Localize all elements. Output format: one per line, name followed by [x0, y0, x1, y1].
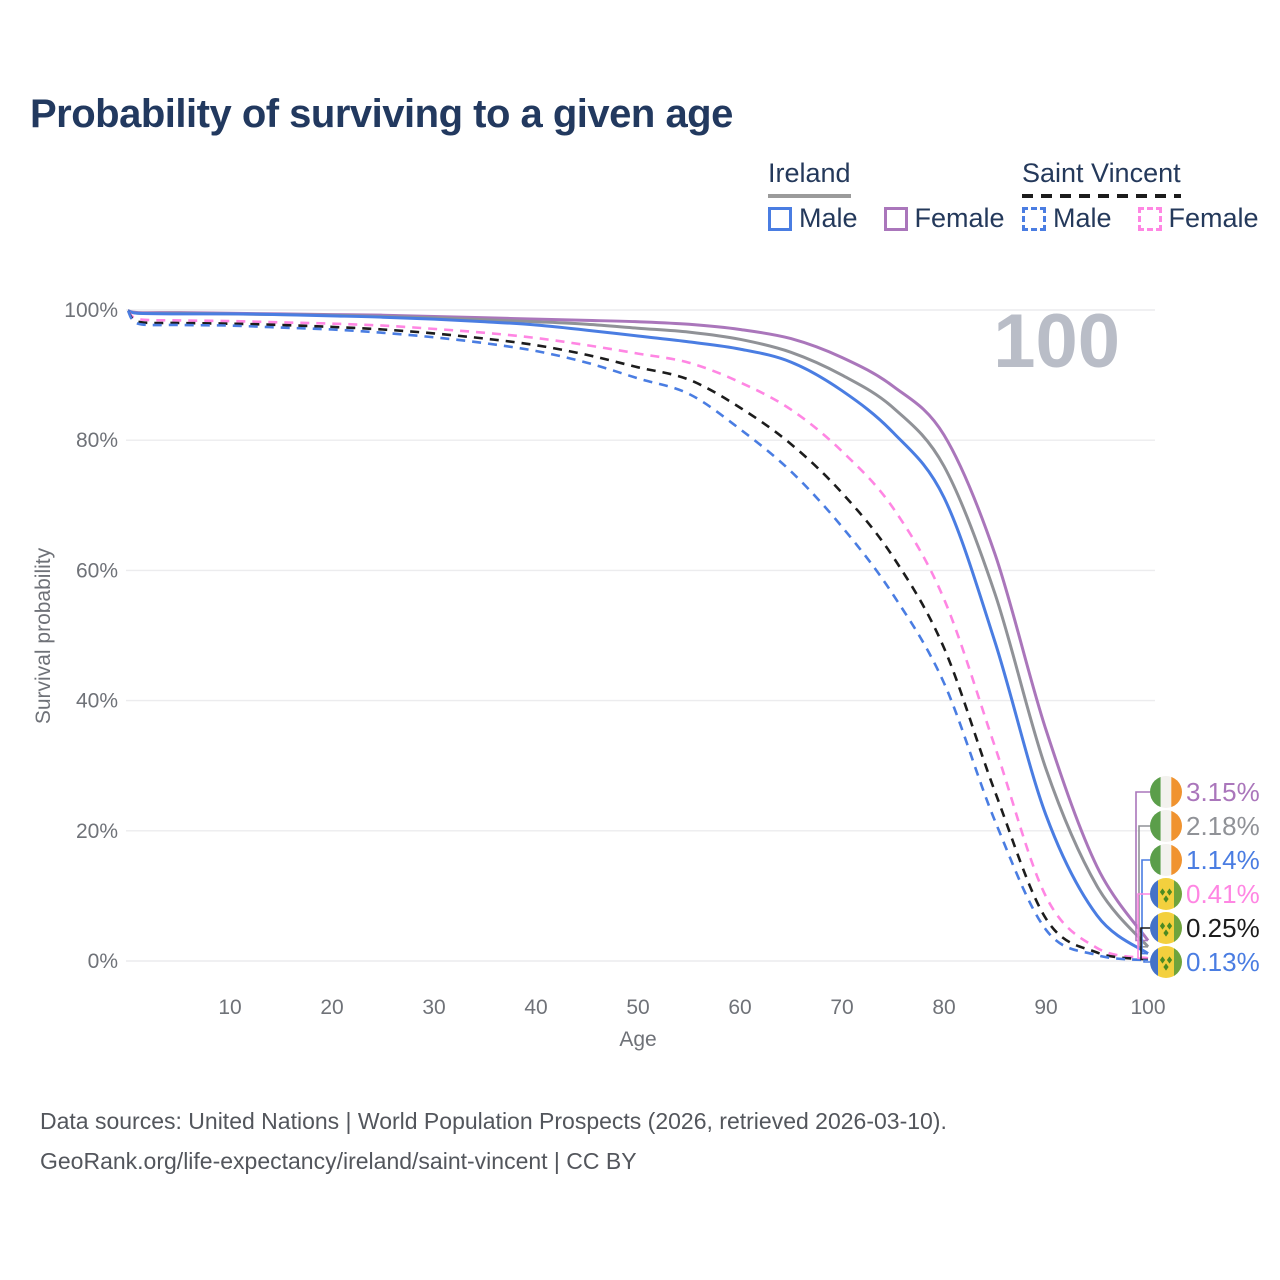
legend-items-ireland: Male Female [768, 203, 1005, 234]
saint-vincent-flag-icon [1150, 878, 1182, 910]
x-tick-label-10: 10 [218, 996, 241, 1019]
legend-saint-vincent-underline [1022, 194, 1181, 198]
saint-vincent-flag-icon [1150, 912, 1182, 944]
end-connector-ireland-male [1141, 859, 1150, 955]
end-connector-saint-vincent-male [1143, 959, 1150, 963]
ireland-flag-icon [1150, 844, 1182, 876]
x-axis-title: Age [619, 1028, 657, 1051]
legend-item-saint-vincent-male-label: Male [1053, 203, 1112, 233]
legend-item-saint-vincent-male[interactable]: Male [1022, 203, 1112, 234]
legend-item-ireland-female[interactable]: Female [883, 203, 1005, 234]
legend-group-ireland[interactable]: Ireland [768, 158, 851, 198]
footer-attribution: GeoRank.org/life-expectancy/ireland/sain… [40, 1148, 637, 1174]
y-tick-label-0%: 0% [88, 950, 118, 973]
ireland-male-swatch-icon [768, 206, 792, 231]
legend-item-ireland-male[interactable]: Male [768, 203, 858, 234]
legend-item-saint-vincent-female[interactable]: Female [1137, 203, 1259, 234]
legend-group-saint-vincent[interactable]: Saint Vincent [1022, 158, 1181, 198]
end-connector-ireland-both-sexes [1138, 825, 1150, 948]
x-tick-label-100: 100 [1130, 996, 1165, 1019]
ireland-flag-icon [1150, 810, 1182, 842]
end-label-saint-vincent-male: 0.13% [1186, 947, 1260, 977]
ireland-female-swatch-icon [883, 206, 908, 231]
legend-group-ireland-label: Ireland [768, 158, 851, 188]
x-tick-label-30: 30 [422, 996, 445, 1019]
y-tick-label-20%: 20% [76, 820, 118, 843]
end-label-saint-vincent-female: 0.41% [1186, 879, 1260, 909]
x-tick-label-50: 50 [626, 996, 649, 1019]
curve-ireland-both-sexes[interactable] [127, 309, 1150, 948]
saint-vincent-flag-icon [1150, 946, 1182, 978]
x-tick-label-80: 80 [932, 996, 955, 1019]
ireland-flag-icon [1150, 776, 1182, 808]
x-tick-label-60: 60 [728, 996, 751, 1019]
y-tick-label-60%: 60% [76, 559, 118, 582]
footer-data-sources: Data sources: United Nations | World Pop… [40, 1108, 947, 1134]
end-label-saint-vincent-both-sexes: 0.25% [1186, 913, 1260, 943]
legend-items-saint-vincent: Male Female [1022, 203, 1259, 234]
curve-ireland-male[interactable] [127, 309, 1149, 955]
x-tick-label-20: 20 [320, 996, 343, 1019]
legend-item-ireland-female-label: Female [914, 203, 1005, 233]
end-label-ireland-both-sexes: 2.18% [1186, 811, 1260, 841]
y-tick-label-40%: 40% [76, 690, 118, 713]
legend-group-saint-vincent-label: Saint Vincent [1022, 158, 1181, 188]
page-title: Probability of surviving to a given age [30, 92, 733, 136]
hover-age-watermark: 100 [993, 299, 1120, 384]
x-tick-label-70: 70 [830, 996, 853, 1019]
y-tick-label-100%: 100% [64, 299, 118, 322]
saint-vincent-female-swatch-icon [1137, 206, 1162, 231]
saint-vincent-male-swatch-icon [1022, 206, 1046, 231]
y-tick-label-80%: 80% [76, 429, 118, 452]
curve-saint-vincent-both-sexes[interactable] [126, 309, 1149, 961]
curve-ireland-female[interactable] [127, 309, 1150, 942]
curve-saint-vincent-male[interactable] [126, 309, 1149, 962]
legend-ireland-underline [768, 194, 851, 198]
legend-item-ireland-male-label: Male [799, 203, 858, 233]
x-tick-label-40: 40 [524, 996, 547, 1019]
curve-saint-vincent-female[interactable] [127, 309, 1149, 960]
legend-item-saint-vincent-female-label: Female [1168, 203, 1259, 233]
x-tick-label-90: 90 [1034, 996, 1057, 1019]
end-connector-saint-vincent-female [1137, 893, 1150, 960]
end-label-ireland-male: 1.14% [1186, 845, 1260, 875]
end-label-ireland-female: 3.15% [1186, 777, 1260, 807]
